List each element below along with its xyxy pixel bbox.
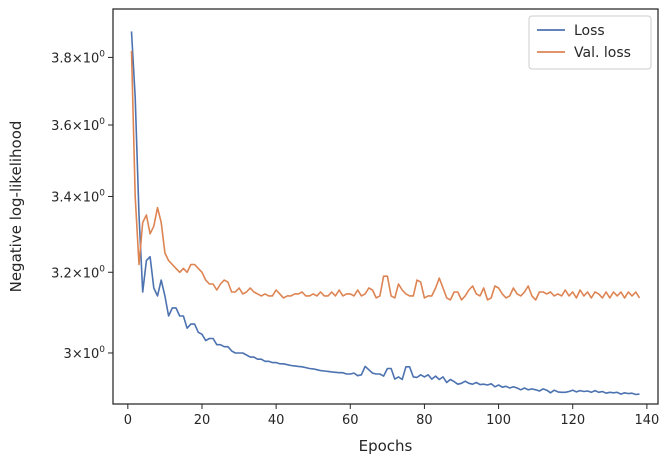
y-tick-label: 3.6×100 xyxy=(51,117,105,134)
series-layer xyxy=(130,31,641,396)
x-tick-label: 20 xyxy=(194,413,211,428)
plot-area-frame xyxy=(112,8,659,405)
y-tick-label: 3.4×100 xyxy=(51,188,105,205)
y-tick-label: 3×100 xyxy=(64,345,106,362)
x-axis-label: Epochs xyxy=(359,437,413,455)
legend-label: Loss xyxy=(574,23,605,39)
x-tick-label: 140 xyxy=(634,413,659,428)
series-line-loss xyxy=(130,31,640,396)
legend: Loss Val. loss xyxy=(528,15,652,70)
x-tick-label: 0 xyxy=(124,413,132,428)
y-tick-label: 3.2×100 xyxy=(51,264,105,281)
x-tick-label: 100 xyxy=(486,413,511,428)
y-axis-label: Negative log-likelihood xyxy=(7,121,25,293)
x-tick-label: 60 xyxy=(342,413,359,428)
x-tick-label: 120 xyxy=(560,413,585,428)
x-tick-label: 40 xyxy=(268,413,285,428)
y-axis: 3.8×100 3.6×100 3.4×100 3.2×100 3×100 xyxy=(51,49,113,362)
series-line-val-loss xyxy=(130,50,641,301)
legend-label: Val. loss xyxy=(574,45,631,61)
x-tick-label: 80 xyxy=(416,413,433,428)
x-axis: 0 20 40 60 80 100 120 140 xyxy=(124,404,659,428)
y-tick-label: 3.8×100 xyxy=(51,49,105,66)
